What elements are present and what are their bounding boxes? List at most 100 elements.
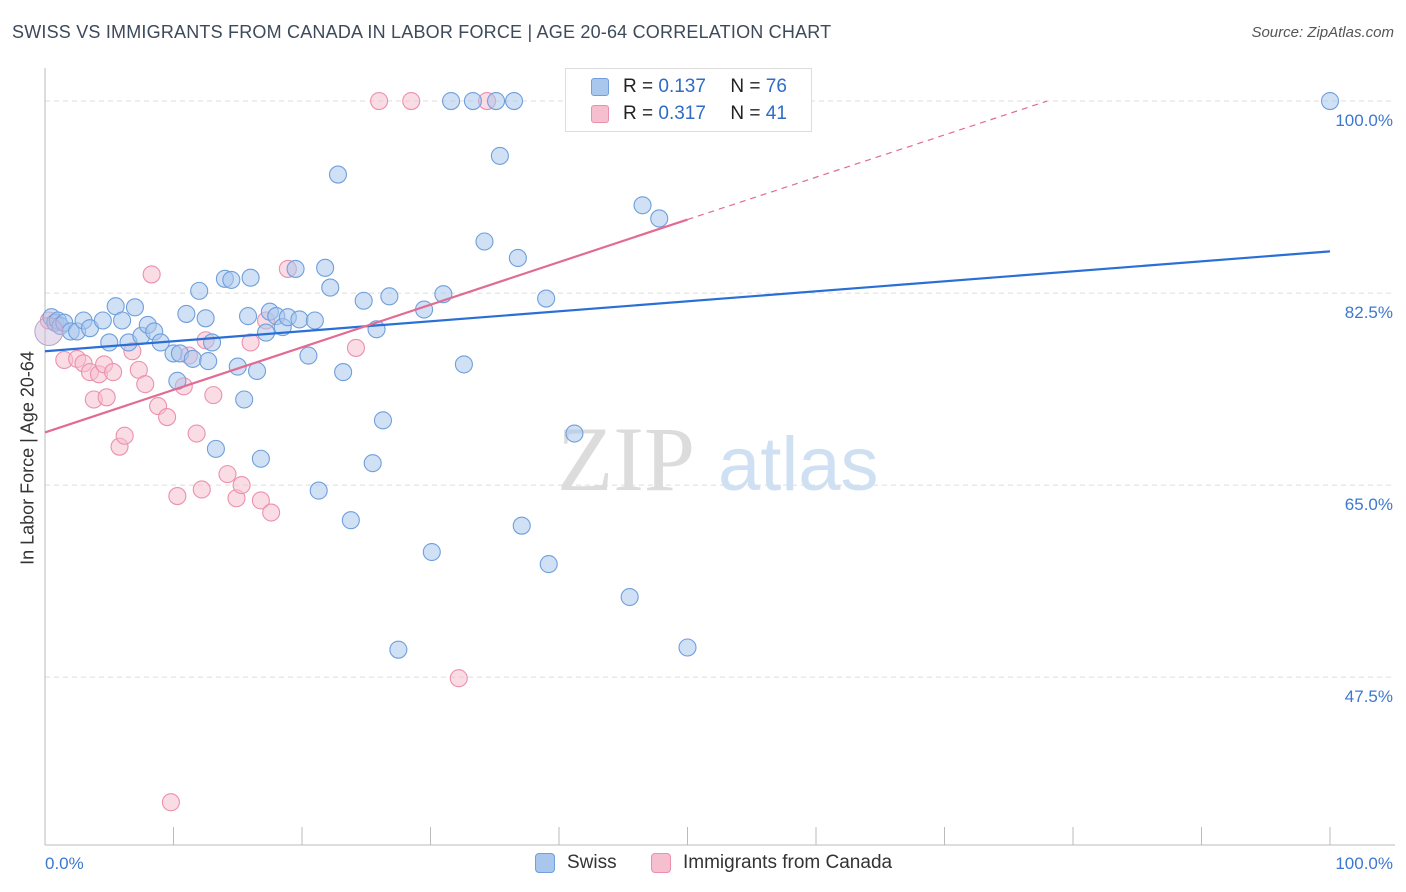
swiss-point — [620, 587, 639, 607]
swiss-point — [454, 355, 473, 374]
swiss-point — [203, 333, 222, 352]
swiss-point — [222, 270, 241, 289]
y-tick-label: 100.0% — [1335, 111, 1393, 130]
swiss-point — [537, 289, 556, 308]
canada-point — [104, 363, 123, 382]
swiss-point — [380, 287, 399, 306]
swiss-point — [177, 304, 196, 323]
swiss-point — [633, 196, 652, 215]
swiss-point — [328, 165, 348, 184]
watermark-atlas: atlas — [718, 422, 879, 507]
canada-point — [142, 265, 161, 284]
canada-r-label: R = — [623, 103, 659, 124]
swiss-point — [290, 310, 309, 329]
canada-point — [187, 424, 206, 443]
y-tick-label: 65.0% — [1345, 495, 1393, 514]
canada-point — [136, 375, 155, 394]
swiss-point — [363, 454, 382, 473]
source-credit: Source: ZipAtlas.com — [1251, 24, 1394, 41]
canada-point — [168, 487, 187, 506]
canada-point — [449, 669, 468, 688]
swiss-trend-line — [44, 250, 1331, 353]
swiss-point — [486, 91, 506, 111]
x-tick-label: 0.0% — [45, 854, 84, 873]
swiss-point — [93, 311, 112, 330]
y-tick-label: 82.5% — [1345, 303, 1393, 322]
swiss-point — [100, 333, 119, 352]
canada-point — [346, 338, 366, 357]
canada-trend-extension — [687, 100, 1048, 221]
watermark-zip: ZIP — [557, 408, 695, 510]
canada-swatch — [591, 105, 609, 123]
swiss-point — [125, 298, 144, 317]
bottom-canada-label: Immigrants from Canada — [683, 852, 893, 873]
swiss-point — [316, 258, 335, 277]
swiss-point — [373, 411, 393, 430]
swiss-point — [508, 248, 527, 268]
trend-lines — [44, 100, 1331, 434]
swiss-n-label: N = — [730, 76, 766, 97]
swiss-point — [442, 91, 461, 111]
swiss-point — [113, 311, 132, 330]
legend-row-swiss: R = 0.137 N = 76 — [591, 75, 787, 99]
bottom-swiss-label: Swiss — [567, 852, 617, 873]
swiss-point — [321, 278, 340, 297]
swiss-point — [565, 424, 584, 443]
canada-point — [192, 480, 211, 499]
grid-lines — [45, 100, 1395, 678]
swiss-point — [196, 309, 215, 328]
swiss-point — [354, 291, 373, 310]
bottom-legend-canada: Immigrants from Canada — [651, 852, 892, 874]
bottom-swiss-swatch — [535, 853, 555, 873]
tick-labels: 47.5% 65.0% 82.5% 100.0% 0.0% 100.0% — [45, 111, 1393, 873]
swiss-point — [1320, 91, 1340, 111]
bottom-canada-swatch — [651, 853, 671, 873]
canada-point — [218, 465, 237, 484]
swiss-point — [334, 363, 353, 382]
swiss-point — [183, 349, 202, 368]
swiss-point — [678, 638, 697, 657]
swiss-point — [299, 346, 318, 365]
correlation-legend: R = 0.137 N = 76 R = 0.317 N = 41 — [565, 68, 812, 132]
bottom-legend-swiss: Swiss — [535, 852, 617, 874]
y-tick-label: 47.5% — [1345, 687, 1393, 706]
swiss-n-value: 76 — [765, 76, 787, 97]
swiss-swatch — [591, 78, 609, 96]
swiss-point — [206, 439, 225, 458]
canada-point — [97, 388, 116, 407]
canada-point — [251, 491, 270, 510]
swiss-r-value: 0.137 — [658, 76, 706, 97]
swiss-point — [309, 481, 328, 500]
swiss-point — [490, 146, 509, 165]
swiss-point — [235, 390, 254, 409]
axes — [44, 68, 1395, 846]
swiss-point — [238, 307, 258, 326]
swiss-point — [286, 259, 305, 278]
swiss-point — [199, 352, 218, 371]
swiss-point — [190, 281, 209, 300]
legend-row-canada: R = 0.317 N = 41 — [591, 102, 787, 126]
canada-r-value: 0.317 — [658, 103, 706, 124]
swiss-points — [34, 91, 1340, 659]
y-axis-label: In Labor Force | Age 20-64 — [17, 351, 38, 565]
canada-point — [402, 91, 421, 111]
canada-point — [232, 476, 251, 495]
swiss-point — [475, 232, 494, 251]
canada-point — [241, 333, 260, 352]
swiss-point — [341, 511, 360, 530]
swiss-point — [463, 91, 482, 111]
swiss-point — [389, 640, 408, 659]
swiss-point — [305, 311, 324, 330]
swiss-point — [539, 555, 558, 574]
swiss-point — [504, 91, 524, 111]
swiss-r-label: R = — [623, 76, 659, 97]
swiss-point — [241, 268, 260, 287]
swiss-point — [422, 542, 441, 562]
x-tick-label: 100.0% — [1335, 854, 1393, 873]
cluster-point — [34, 316, 64, 346]
swiss-point — [251, 449, 270, 468]
canada-point — [115, 426, 134, 445]
canada-point — [158, 408, 177, 427]
canada-point — [262, 503, 281, 522]
swiss-point — [650, 209, 669, 228]
